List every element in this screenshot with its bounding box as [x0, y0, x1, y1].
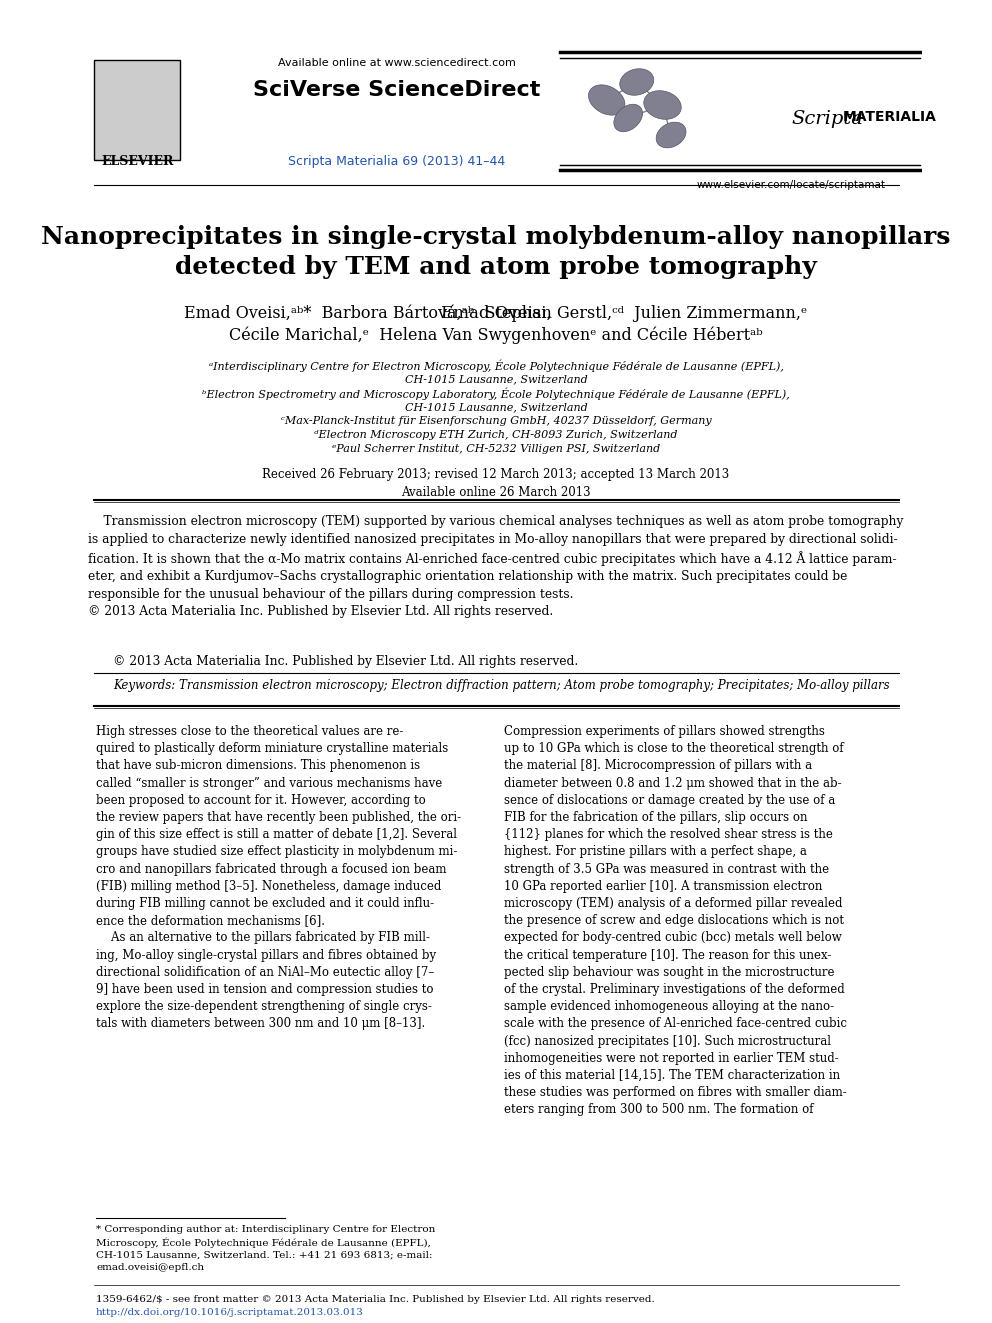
Ellipse shape — [644, 91, 682, 119]
Ellipse shape — [614, 105, 643, 132]
Text: SciVerse ScienceDirect: SciVerse ScienceDirect — [253, 79, 540, 101]
Text: Emad Oveisi,ᵃᵇ*  Barbora Bártová,ᵃᵇ  Stephan Gerstl,ᶜᵈ  Julien Zimmermann,ᵉ: Emad Oveisi,ᵃᵇ* Barbora Bártová,ᵃᵇ Steph… — [185, 306, 807, 323]
Text: ᶜMax-Planck-Institut für Eisenforschung GmbH, 40237 Düsseldorf, Germany: ᶜMax-Planck-Institut für Eisenforschung … — [281, 415, 711, 426]
Text: Emad Oveisi,: Emad Oveisi, — [440, 306, 552, 321]
Text: Keywords: Transmission electron microscopy; Electron diffraction pattern; Atom p: Keywords: Transmission electron microsco… — [113, 679, 890, 692]
Text: © 2013 Acta Materialia Inc. Published by Elsevier Ltd. All rights reserved.: © 2013 Acta Materialia Inc. Published by… — [113, 655, 578, 668]
Text: Transmission electron microscopy (TEM) supported by various chemical analyses te: Transmission electron microscopy (TEM) s… — [88, 515, 904, 618]
Ellipse shape — [656, 122, 686, 148]
FancyBboxPatch shape — [94, 60, 181, 160]
Text: Nanoprecipitates in single-crystal molybdenum-alloy nanopillars
detected by TEM : Nanoprecipitates in single-crystal molyb… — [42, 225, 950, 279]
Text: MATERIALIA: MATERIALIA — [843, 110, 936, 124]
Text: Cécile Marichal,ᵉ  Helena Van Swygenhovenᵉ and Cécile Hébertᵃᵇ: Cécile Marichal,ᵉ Helena Van Swygenhoven… — [229, 327, 763, 344]
Text: Compression experiments of pillars showed strengths
up to 10 GPa which is close : Compression experiments of pillars showe… — [504, 725, 847, 1117]
Ellipse shape — [588, 85, 625, 115]
Text: CH-1015 Lausanne, Switzerland: CH-1015 Lausanne, Switzerland — [405, 374, 587, 384]
Text: Scripta: Scripta — [792, 110, 863, 128]
Text: High stresses close to the theoretical values are re-
quired to plastically defo: High stresses close to the theoretical v… — [96, 725, 461, 1031]
Text: Available online at www.sciencedirect.com: Available online at www.sciencedirect.co… — [278, 58, 516, 67]
Text: Scripta Materialia 69 (2013) 41–44: Scripta Materialia 69 (2013) 41–44 — [288, 155, 505, 168]
Text: 1359-6462/$ - see front matter © 2013 Acta Materialia Inc. Published by Elsevier: 1359-6462/$ - see front matter © 2013 Ac… — [96, 1295, 655, 1304]
Text: Received 26 February 2013; revised 12 March 2013; accepted 13 March 2013
Availab: Received 26 February 2013; revised 12 Ma… — [262, 468, 730, 499]
Text: http://dx.doi.org/10.1016/j.scriptamat.2013.03.013: http://dx.doi.org/10.1016/j.scriptamat.2… — [96, 1308, 364, 1316]
Text: ᵇElectron Spectrometry and Microscopy Laboratory, École Polytechnique Fédérale d: ᵇElectron Spectrometry and Microscopy La… — [202, 388, 790, 401]
Text: CH-1015 Lausanne, Switzerland: CH-1015 Lausanne, Switzerland — [405, 402, 587, 411]
Text: ELSEVIER: ELSEVIER — [101, 155, 174, 168]
Text: ᵃInterdisciplinary Centre for Electron Microscopy, École Polytechnique Fédérale : ᵃInterdisciplinary Centre for Electron M… — [208, 360, 784, 373]
Text: * Corresponding author at: Interdisciplinary Centre for Electron
Microscopy, Éco: * Corresponding author at: Interdiscipli… — [96, 1225, 435, 1271]
Text: ᵈElectron Microscopy ETH Zurich, CH-8093 Zurich, Switzerland: ᵈElectron Microscopy ETH Zurich, CH-8093… — [314, 430, 678, 441]
Ellipse shape — [620, 69, 654, 95]
Text: www.elsevier.com/locate/scriptamat: www.elsevier.com/locate/scriptamat — [696, 180, 886, 191]
Text: ᵉPaul Scherrer Institut, CH-5232 Villigen PSI, Switzerland: ᵉPaul Scherrer Institut, CH-5232 Villige… — [332, 445, 660, 454]
